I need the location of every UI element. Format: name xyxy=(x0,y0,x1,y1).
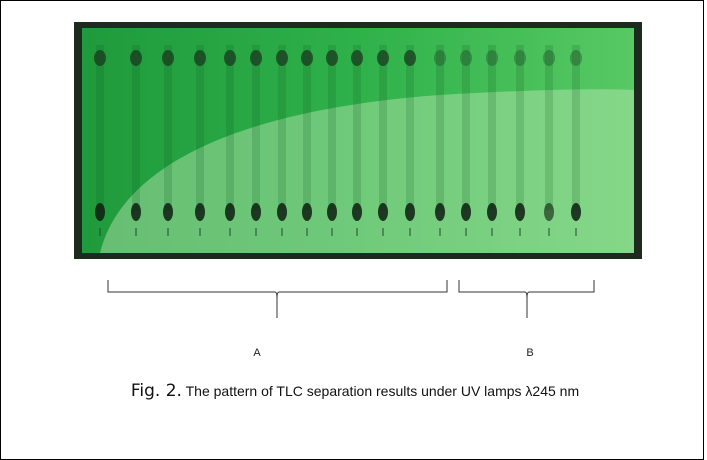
lower-spot xyxy=(571,203,581,221)
lower-spot xyxy=(163,203,173,221)
lane-streak xyxy=(252,45,260,210)
top-spot xyxy=(94,50,106,66)
lane-streak xyxy=(379,45,387,210)
top-spot xyxy=(162,50,174,66)
lane-streak xyxy=(572,45,580,210)
lane-streak xyxy=(353,45,361,210)
lane-streak xyxy=(462,45,470,210)
lower-spot xyxy=(515,203,525,221)
lane-streak xyxy=(436,45,444,210)
lower-spot xyxy=(378,203,388,221)
lane-streak xyxy=(516,45,524,210)
top-spot xyxy=(276,50,288,66)
lower-spot xyxy=(352,203,362,221)
lower-spot xyxy=(95,203,105,221)
figure-label: Fig. 2. xyxy=(130,381,182,401)
top-spot xyxy=(377,50,389,66)
top-spot xyxy=(326,50,338,66)
lanes xyxy=(94,45,582,236)
lower-spot xyxy=(544,203,554,221)
lane-streak xyxy=(406,45,414,210)
lower-spot xyxy=(327,203,337,221)
lower-spot xyxy=(405,203,415,221)
lane-streak xyxy=(96,45,104,210)
lower-spot xyxy=(131,203,141,221)
lane-streak xyxy=(226,45,234,210)
bracket-label: A xyxy=(253,347,261,359)
caption: Fig. 2. The pattern of TLC separation re… xyxy=(40,378,670,404)
lower-spot xyxy=(302,203,312,221)
bracket-b xyxy=(458,280,595,318)
top-spot xyxy=(486,50,498,66)
lane-streak xyxy=(164,45,172,210)
top-spot xyxy=(404,50,416,66)
lower-spot xyxy=(487,203,497,221)
lane-streak xyxy=(303,45,311,210)
bracket-label: B xyxy=(526,347,533,359)
top-spot xyxy=(130,50,142,66)
lane-streak xyxy=(132,45,140,210)
top-spot xyxy=(460,50,472,66)
lower-spot xyxy=(195,203,205,221)
top-spot xyxy=(570,50,582,66)
top-spot xyxy=(301,50,313,66)
lower-spot xyxy=(251,203,261,221)
lane-streak xyxy=(488,45,496,210)
top-spot xyxy=(434,50,446,66)
top-spot xyxy=(514,50,526,66)
top-spot xyxy=(194,50,206,66)
lane-streak xyxy=(196,45,204,210)
lower-spot xyxy=(225,203,235,221)
lower-spot xyxy=(277,203,287,221)
lane-streak xyxy=(278,45,286,210)
lower-spot xyxy=(461,203,471,221)
top-spot xyxy=(250,50,262,66)
caption-text: The pattern of TLC separation results un… xyxy=(185,383,580,399)
lane-streak xyxy=(328,45,336,210)
top-spot xyxy=(224,50,236,66)
top-spot xyxy=(351,50,363,66)
lower-spot xyxy=(435,203,445,221)
lane-streak xyxy=(545,45,553,210)
top-spot xyxy=(543,50,555,66)
bracket-a xyxy=(107,280,448,318)
